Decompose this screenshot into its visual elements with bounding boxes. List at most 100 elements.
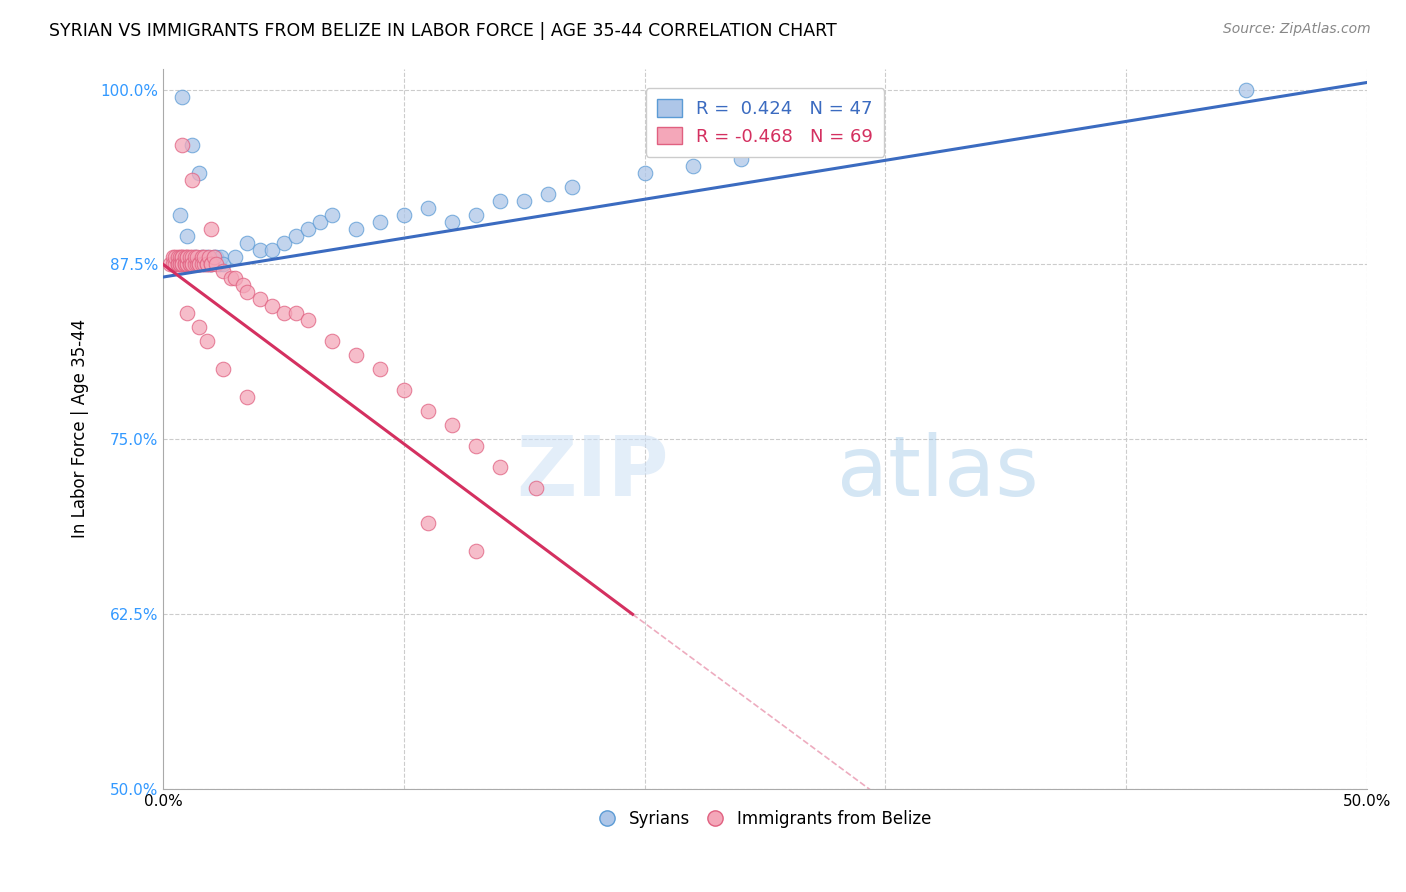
Point bbox=[778, 138, 800, 153]
Point bbox=[209, 251, 232, 265]
Point bbox=[344, 222, 367, 236]
Point bbox=[188, 257, 211, 271]
Point bbox=[465, 544, 488, 558]
Point bbox=[416, 202, 439, 216]
Point bbox=[190, 257, 212, 271]
Point bbox=[249, 293, 271, 307]
Point bbox=[181, 138, 204, 153]
Point bbox=[172, 138, 194, 153]
Point bbox=[166, 257, 188, 271]
Point bbox=[179, 257, 201, 271]
Point bbox=[176, 306, 198, 320]
Point bbox=[284, 229, 307, 244]
Point bbox=[173, 251, 195, 265]
Point bbox=[193, 257, 215, 271]
Point bbox=[730, 153, 752, 167]
Point bbox=[165, 257, 187, 271]
Point bbox=[169, 257, 191, 271]
Point bbox=[441, 418, 464, 433]
Point bbox=[186, 257, 208, 271]
Point bbox=[166, 257, 188, 271]
Point bbox=[224, 271, 246, 285]
Point bbox=[162, 251, 184, 265]
Point bbox=[392, 209, 415, 223]
Point bbox=[181, 257, 204, 271]
Point bbox=[183, 251, 205, 265]
Point bbox=[212, 362, 235, 376]
Point bbox=[195, 257, 218, 271]
Point bbox=[236, 236, 259, 251]
Point bbox=[200, 222, 222, 236]
Point bbox=[179, 257, 201, 271]
Point bbox=[1236, 82, 1258, 96]
Point bbox=[179, 251, 201, 265]
Point bbox=[465, 209, 488, 223]
Point bbox=[489, 194, 512, 209]
Point bbox=[416, 404, 439, 418]
Point bbox=[186, 257, 208, 271]
Point bbox=[181, 257, 204, 271]
Y-axis label: In Labor Force | Age 35-44: In Labor Force | Age 35-44 bbox=[72, 319, 89, 539]
Point bbox=[524, 481, 547, 495]
Point bbox=[169, 251, 191, 265]
Point bbox=[165, 257, 187, 271]
Point bbox=[188, 257, 211, 271]
Point bbox=[176, 257, 198, 271]
Point bbox=[169, 257, 191, 271]
Point bbox=[284, 306, 307, 320]
Point bbox=[232, 278, 254, 293]
Point bbox=[176, 251, 198, 265]
Text: Source: ZipAtlas.com: Source: ZipAtlas.com bbox=[1223, 22, 1371, 37]
Point bbox=[249, 244, 271, 258]
Point bbox=[183, 257, 205, 271]
Point bbox=[181, 257, 204, 271]
Point bbox=[176, 251, 198, 265]
Point bbox=[260, 300, 283, 314]
Point bbox=[465, 439, 488, 453]
Point bbox=[188, 320, 211, 334]
Point bbox=[260, 244, 283, 258]
Point bbox=[202, 251, 225, 265]
Point bbox=[188, 257, 211, 271]
Point bbox=[193, 257, 215, 271]
Point bbox=[682, 160, 704, 174]
Point bbox=[308, 215, 330, 229]
Point bbox=[195, 251, 218, 265]
Point bbox=[489, 460, 512, 475]
Point bbox=[321, 209, 343, 223]
Point bbox=[198, 251, 221, 265]
Point bbox=[172, 257, 194, 271]
Point bbox=[205, 251, 228, 265]
Point bbox=[224, 251, 246, 265]
Point bbox=[176, 229, 198, 244]
Point bbox=[297, 222, 319, 236]
Point bbox=[190, 251, 212, 265]
Point bbox=[441, 215, 464, 229]
Point bbox=[179, 257, 201, 271]
Point bbox=[165, 251, 187, 265]
Point bbox=[634, 166, 657, 180]
Point bbox=[173, 257, 195, 271]
Point bbox=[166, 251, 188, 265]
Point bbox=[169, 209, 191, 223]
Point bbox=[273, 306, 295, 320]
Point bbox=[181, 173, 204, 187]
Point bbox=[392, 384, 415, 398]
Point bbox=[561, 180, 583, 194]
Point bbox=[273, 236, 295, 251]
Text: SYRIAN VS IMMIGRANTS FROM BELIZE IN LABOR FORCE | AGE 35-44 CORRELATION CHART: SYRIAN VS IMMIGRANTS FROM BELIZE IN LABO… bbox=[49, 22, 837, 40]
Point bbox=[186, 251, 208, 265]
Point bbox=[200, 257, 222, 271]
Point bbox=[193, 251, 215, 265]
Point bbox=[176, 257, 198, 271]
Point bbox=[200, 257, 222, 271]
Point bbox=[207, 257, 229, 271]
Point bbox=[190, 251, 212, 265]
Point bbox=[202, 251, 225, 265]
Point bbox=[416, 516, 439, 531]
Point bbox=[181, 251, 204, 265]
Point bbox=[172, 257, 194, 271]
Point bbox=[236, 390, 259, 404]
Point bbox=[236, 285, 259, 300]
Point bbox=[537, 187, 560, 202]
